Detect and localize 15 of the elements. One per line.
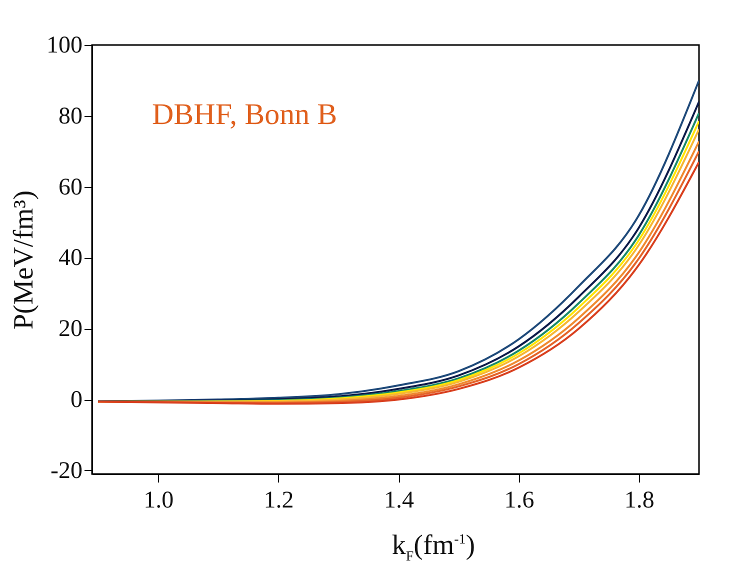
x-tick-label: 1.0: [144, 488, 174, 514]
y-tick-label: 80: [58, 103, 82, 130]
x-tick-label: 1.2: [264, 488, 294, 514]
y-tick-label: 100: [46, 32, 82, 58]
y-tick-label: 20: [58, 316, 82, 342]
y-tick-label: 40: [58, 245, 82, 272]
x-axis-title: k$_{F}$(fm$^{-1}$): [390, 530, 476, 566]
x-tick-label: 1.8: [624, 488, 654, 514]
y-tick-label: -20: [50, 458, 82, 484]
y-tick-label: 60: [58, 174, 82, 200]
y-tick-label: 0: [70, 387, 82, 414]
annotation: DBHF, Bonn B: [152, 98, 338, 131]
x-tick-label: 1.4: [384, 488, 414, 514]
y-axis-title: P(MeV/fm³): [8, 190, 40, 330]
x-tick-label: 1.6: [504, 488, 534, 514]
